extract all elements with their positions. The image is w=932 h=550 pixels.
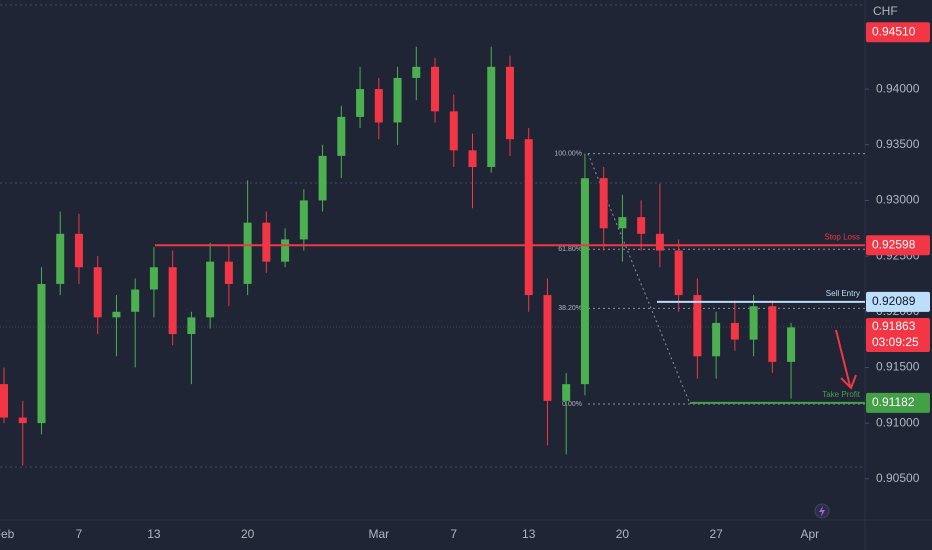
candle-body	[149, 267, 158, 290]
level-name: Sell Entry	[826, 289, 860, 298]
x-tick-label: Mar	[368, 527, 389, 541]
event-icon-bolt	[819, 506, 825, 517]
candle-body	[787, 327, 796, 362]
fib-level-label: 61.80%	[558, 246, 582, 253]
candle-body	[56, 233, 65, 284]
candle-body	[562, 384, 571, 401]
x-tick-label: 27	[709, 527, 723, 541]
candle-body	[131, 289, 140, 312]
candle-body	[505, 66, 514, 140]
candle-body	[168, 267, 177, 335]
candle-body	[712, 322, 721, 357]
candle-body	[318, 155, 327, 201]
x-tick-label: Apr	[800, 527, 819, 541]
candle-body	[487, 66, 496, 168]
price-box-label: 0.91863	[872, 319, 916, 333]
candle-body	[524, 139, 533, 296]
candle-body	[37, 283, 46, 424]
candle-body	[281, 239, 290, 262]
candle-body	[356, 89, 365, 117]
x-tick-label: 20	[616, 527, 630, 541]
candle-body	[74, 233, 83, 268]
y-tick-label: 0.93500	[876, 137, 920, 151]
projection-arrow	[835, 329, 851, 387]
y-tick-label: 0.90500	[876, 471, 920, 485]
x-tick-label: 7	[76, 527, 83, 541]
price-box	[866, 318, 930, 353]
price-box	[866, 291, 930, 312]
candle-body	[224, 261, 233, 284]
price-box	[866, 22, 930, 43]
candle-body	[749, 306, 758, 340]
x-tick-label: 13	[522, 527, 536, 541]
fib-level-label: 0.00%	[562, 401, 582, 408]
fib-level-label: 100.00%	[554, 151, 582, 158]
price-box	[866, 235, 930, 256]
candle-body	[693, 295, 702, 357]
candle-body	[768, 306, 777, 362]
x-tick-label: Feb	[0, 527, 15, 541]
y-tick-label: 0.94000	[876, 81, 920, 95]
candle-body	[449, 111, 458, 151]
x-tick-label: 7	[450, 527, 457, 541]
candle-body	[412, 66, 421, 78]
candle-body	[655, 233, 664, 251]
projection-arrowhead	[840, 374, 857, 390]
candle-body	[618, 217, 627, 229]
x-tick-label: 20	[241, 527, 255, 541]
countdown-label: 03:09:25	[872, 335, 919, 349]
candle-body	[0, 384, 8, 418]
candle-body	[18, 417, 27, 424]
price-box-label: 0.94510	[872, 24, 916, 38]
candle-body	[393, 77, 402, 123]
y-tick-label: 0.93000	[876, 193, 920, 207]
candle-body	[599, 178, 608, 229]
candle-body	[468, 150, 477, 168]
y-tick-label: 0.91000	[876, 415, 920, 429]
candle-body	[262, 222, 271, 262]
candle-body	[730, 322, 739, 340]
x-tick-label: 13	[147, 527, 161, 541]
price-box-label: 0.92598	[872, 237, 916, 251]
price-box-label: 0.91182	[872, 395, 915, 409]
level-name: Stop Loss	[824, 232, 860, 241]
candle-body	[637, 217, 646, 234]
axis-label: CHF	[873, 4, 898, 18]
y-tick-label: 0.91500	[876, 360, 920, 374]
candle-body	[243, 222, 252, 284]
level-name: Take Profit	[822, 390, 861, 399]
candle-body	[206, 261, 215, 318]
candle-body	[112, 311, 121, 318]
candle-body	[374, 89, 383, 123]
price-box-label: 0.92089	[872, 294, 916, 308]
price-box	[866, 392, 930, 413]
candle-body	[674, 250, 683, 296]
candle-body	[93, 267, 102, 318]
fib-level-label: 38.20%	[558, 305, 582, 312]
candle-body	[580, 178, 589, 385]
candle-body	[187, 317, 196, 335]
candle-body	[299, 200, 308, 240]
candle-body	[337, 116, 346, 156]
candle-body	[543, 295, 552, 401]
candle-body	[431, 66, 440, 112]
